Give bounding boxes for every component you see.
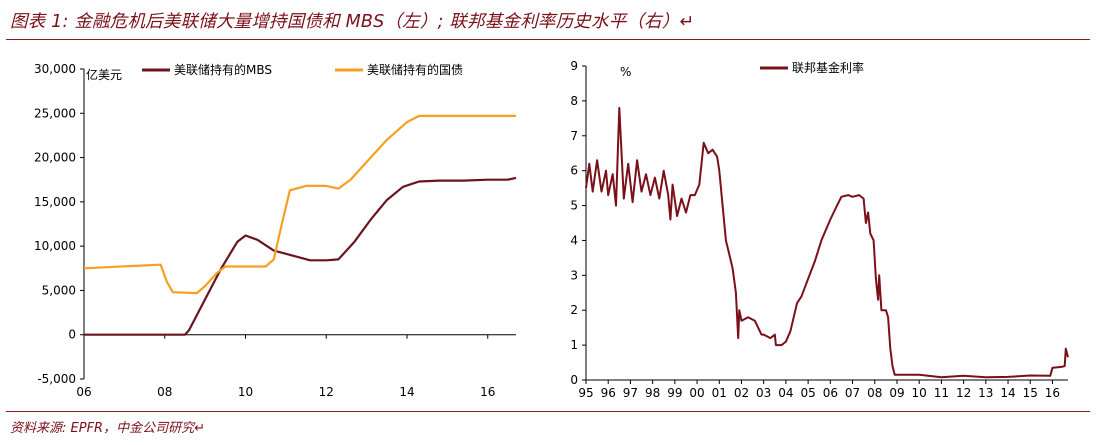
y-tick-label: 5: [570, 199, 578, 213]
y-tick-label: 0: [570, 373, 578, 387]
x-tick-label: 04: [778, 386, 793, 400]
y-tick-label: 9: [570, 59, 578, 73]
x-tick-label: 02: [734, 386, 749, 400]
y-tick-label: 10,000: [34, 239, 76, 253]
unit-label: 亿美元: [86, 67, 122, 82]
x-tick-label: 12: [319, 385, 334, 399]
x-tick-label: 95: [578, 386, 593, 400]
unit-label: %: [620, 65, 631, 79]
x-tick-label: 99: [667, 386, 682, 400]
x-tick-label: 09: [889, 386, 904, 400]
y-tick-label: 6: [570, 164, 578, 178]
x-tick-label: 14: [1000, 386, 1015, 400]
x-tick-label: 01: [712, 386, 727, 400]
y-tick-label: 25,000: [34, 106, 76, 120]
title-rule: [6, 39, 1090, 40]
x-tick-label: 11: [934, 386, 949, 400]
y-tick-label: -5,000: [37, 372, 76, 386]
y-tick-label: 7: [570, 129, 578, 143]
x-tick-label: 07: [845, 386, 860, 400]
y-tick-label: 1: [570, 338, 578, 352]
y-tick-label: 30,000: [34, 62, 76, 76]
x-tick-label: 13: [978, 386, 993, 400]
x-tick-label: 08: [157, 385, 172, 399]
x-tick-label: 10: [912, 386, 927, 400]
x-tick-label: 14: [399, 385, 414, 399]
series-line-1: [84, 176, 517, 336]
legend-label: 美联储持有的国债: [367, 62, 463, 77]
y-tick-label: 5,000: [42, 283, 76, 297]
x-tick-label: 98: [645, 386, 660, 400]
x-tick-label: 97: [623, 386, 638, 400]
x-tick-label: 00: [689, 386, 704, 400]
y-tick-label: 8: [570, 94, 578, 108]
x-tick-label: 06: [823, 386, 838, 400]
series-line-2: [83, 114, 516, 295]
x-tick-label: 10: [238, 385, 253, 399]
x-tick-label: 05: [800, 386, 815, 400]
figure-title: 图表 1: 金融危机后美联储大量增持国债和 MBS（左）; 联邦基金利率历史水平…: [10, 12, 695, 32]
legend-label: 联邦基金利率: [792, 60, 864, 75]
y-tick-label: 15,000: [34, 195, 76, 209]
source-note: 资料来源: EPFR，中金公司研究↵: [10, 421, 205, 436]
mbs-treasury-chart: -5,000 0 5,000 10,000 15,000 20,000 25,000 30,0…: [34, 62, 517, 399]
y-tick-label: 3: [570, 268, 578, 282]
y-tick-label: 0: [68, 328, 76, 342]
x-tick-label: 06: [76, 385, 91, 399]
x-tick-label: 03: [756, 386, 771, 400]
y-tick-label: 20,000: [34, 151, 76, 165]
x-tick-label: 08: [867, 386, 882, 400]
x-tick-label: 15: [1023, 386, 1038, 400]
series-line-1: [585, 106, 1069, 379]
x-tick-label: 96: [601, 386, 616, 400]
x-tick-label: 16: [1045, 386, 1060, 400]
legend-label: 美联储持有的MBS: [174, 62, 272, 77]
y-tick-label: 2: [570, 303, 578, 317]
source-rule: [6, 411, 1090, 412]
x-tick-label: 16: [480, 385, 495, 399]
x-tick-label: 12: [956, 386, 971, 400]
y-tick-label: 4: [570, 233, 578, 247]
